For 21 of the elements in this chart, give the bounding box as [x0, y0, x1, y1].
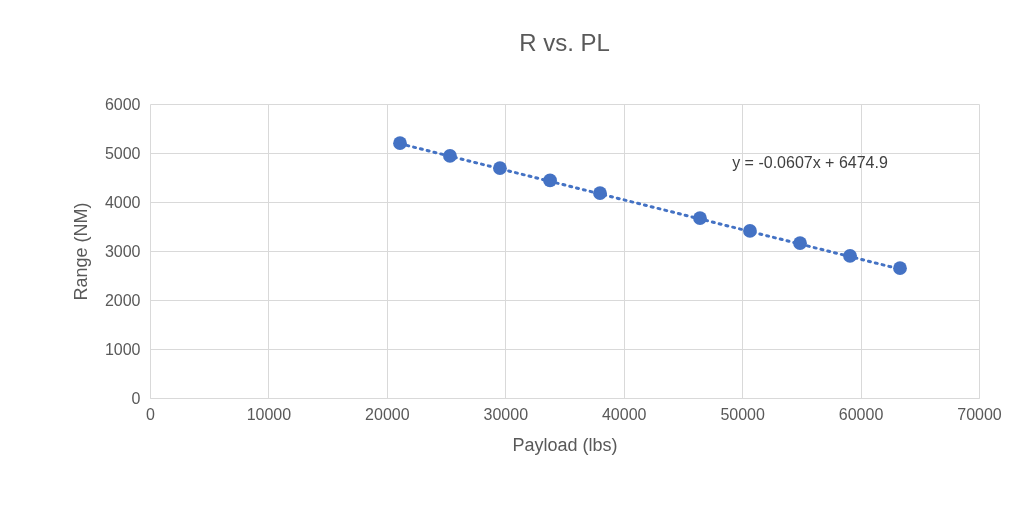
point [893, 261, 907, 276]
y-tick-label: 1000 [104, 340, 141, 358]
x-tick-label: 20000 [365, 405, 410, 423]
x-tick-label: 10000 [246, 405, 292, 423]
y-tick-label: 4000 [104, 193, 141, 211]
x-tick-label: 0 [146, 405, 156, 423]
x-tick-label: 30000 [483, 405, 529, 423]
x-tick-label: 70000 [957, 405, 1002, 423]
y-tick-label: 6000 [104, 95, 141, 113]
x-tick-label: 40000 [601, 405, 647, 423]
y-tick-label: 2000 [104, 291, 141, 309]
x-tick-label: 50000 [720, 405, 765, 423]
chart-title: R vs. PL [519, 29, 610, 56]
x-axis-title: Payload (lbs) [512, 434, 618, 455]
y-axis-title: Range (NM) [70, 202, 91, 301]
y-tick-label: 0 [131, 389, 141, 407]
x-tick-label: 60000 [838, 405, 884, 423]
y-tick-label: 5000 [104, 144, 141, 162]
annotation: y = -0.0607x + 6474.9 [732, 154, 888, 171]
y-tick-label: 3000 [104, 242, 141, 260]
point [393, 136, 407, 151]
